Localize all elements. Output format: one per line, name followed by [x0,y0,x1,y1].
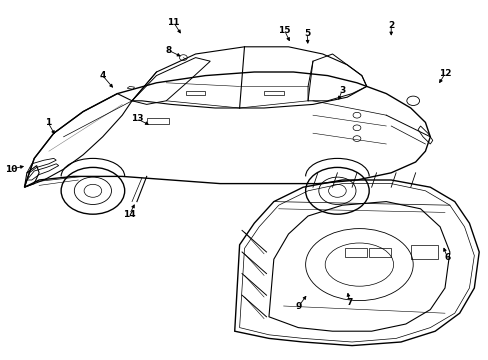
Text: 10: 10 [4,165,17,174]
Text: 4: 4 [99,71,106,80]
Text: 5: 5 [304,29,309,38]
Text: 1: 1 [45,118,51,127]
Bar [146,118,168,124]
Text: 12: 12 [438,69,450,78]
Text: 9: 9 [294,302,301,311]
Text: 8: 8 [165,46,171,55]
Bar [185,91,205,95]
Text: 6: 6 [444,253,449,262]
Bar [344,248,366,257]
Text: 15: 15 [278,26,290,35]
Text: 2: 2 [387,21,393,30]
Text: 7: 7 [346,298,352,307]
Text: 13: 13 [130,114,143,123]
Text: 11: 11 [167,18,180,27]
Text: 14: 14 [123,210,136,219]
Bar [410,245,437,259]
Bar [368,248,390,257]
Bar [264,91,283,95]
Text: 3: 3 [339,86,345,95]
